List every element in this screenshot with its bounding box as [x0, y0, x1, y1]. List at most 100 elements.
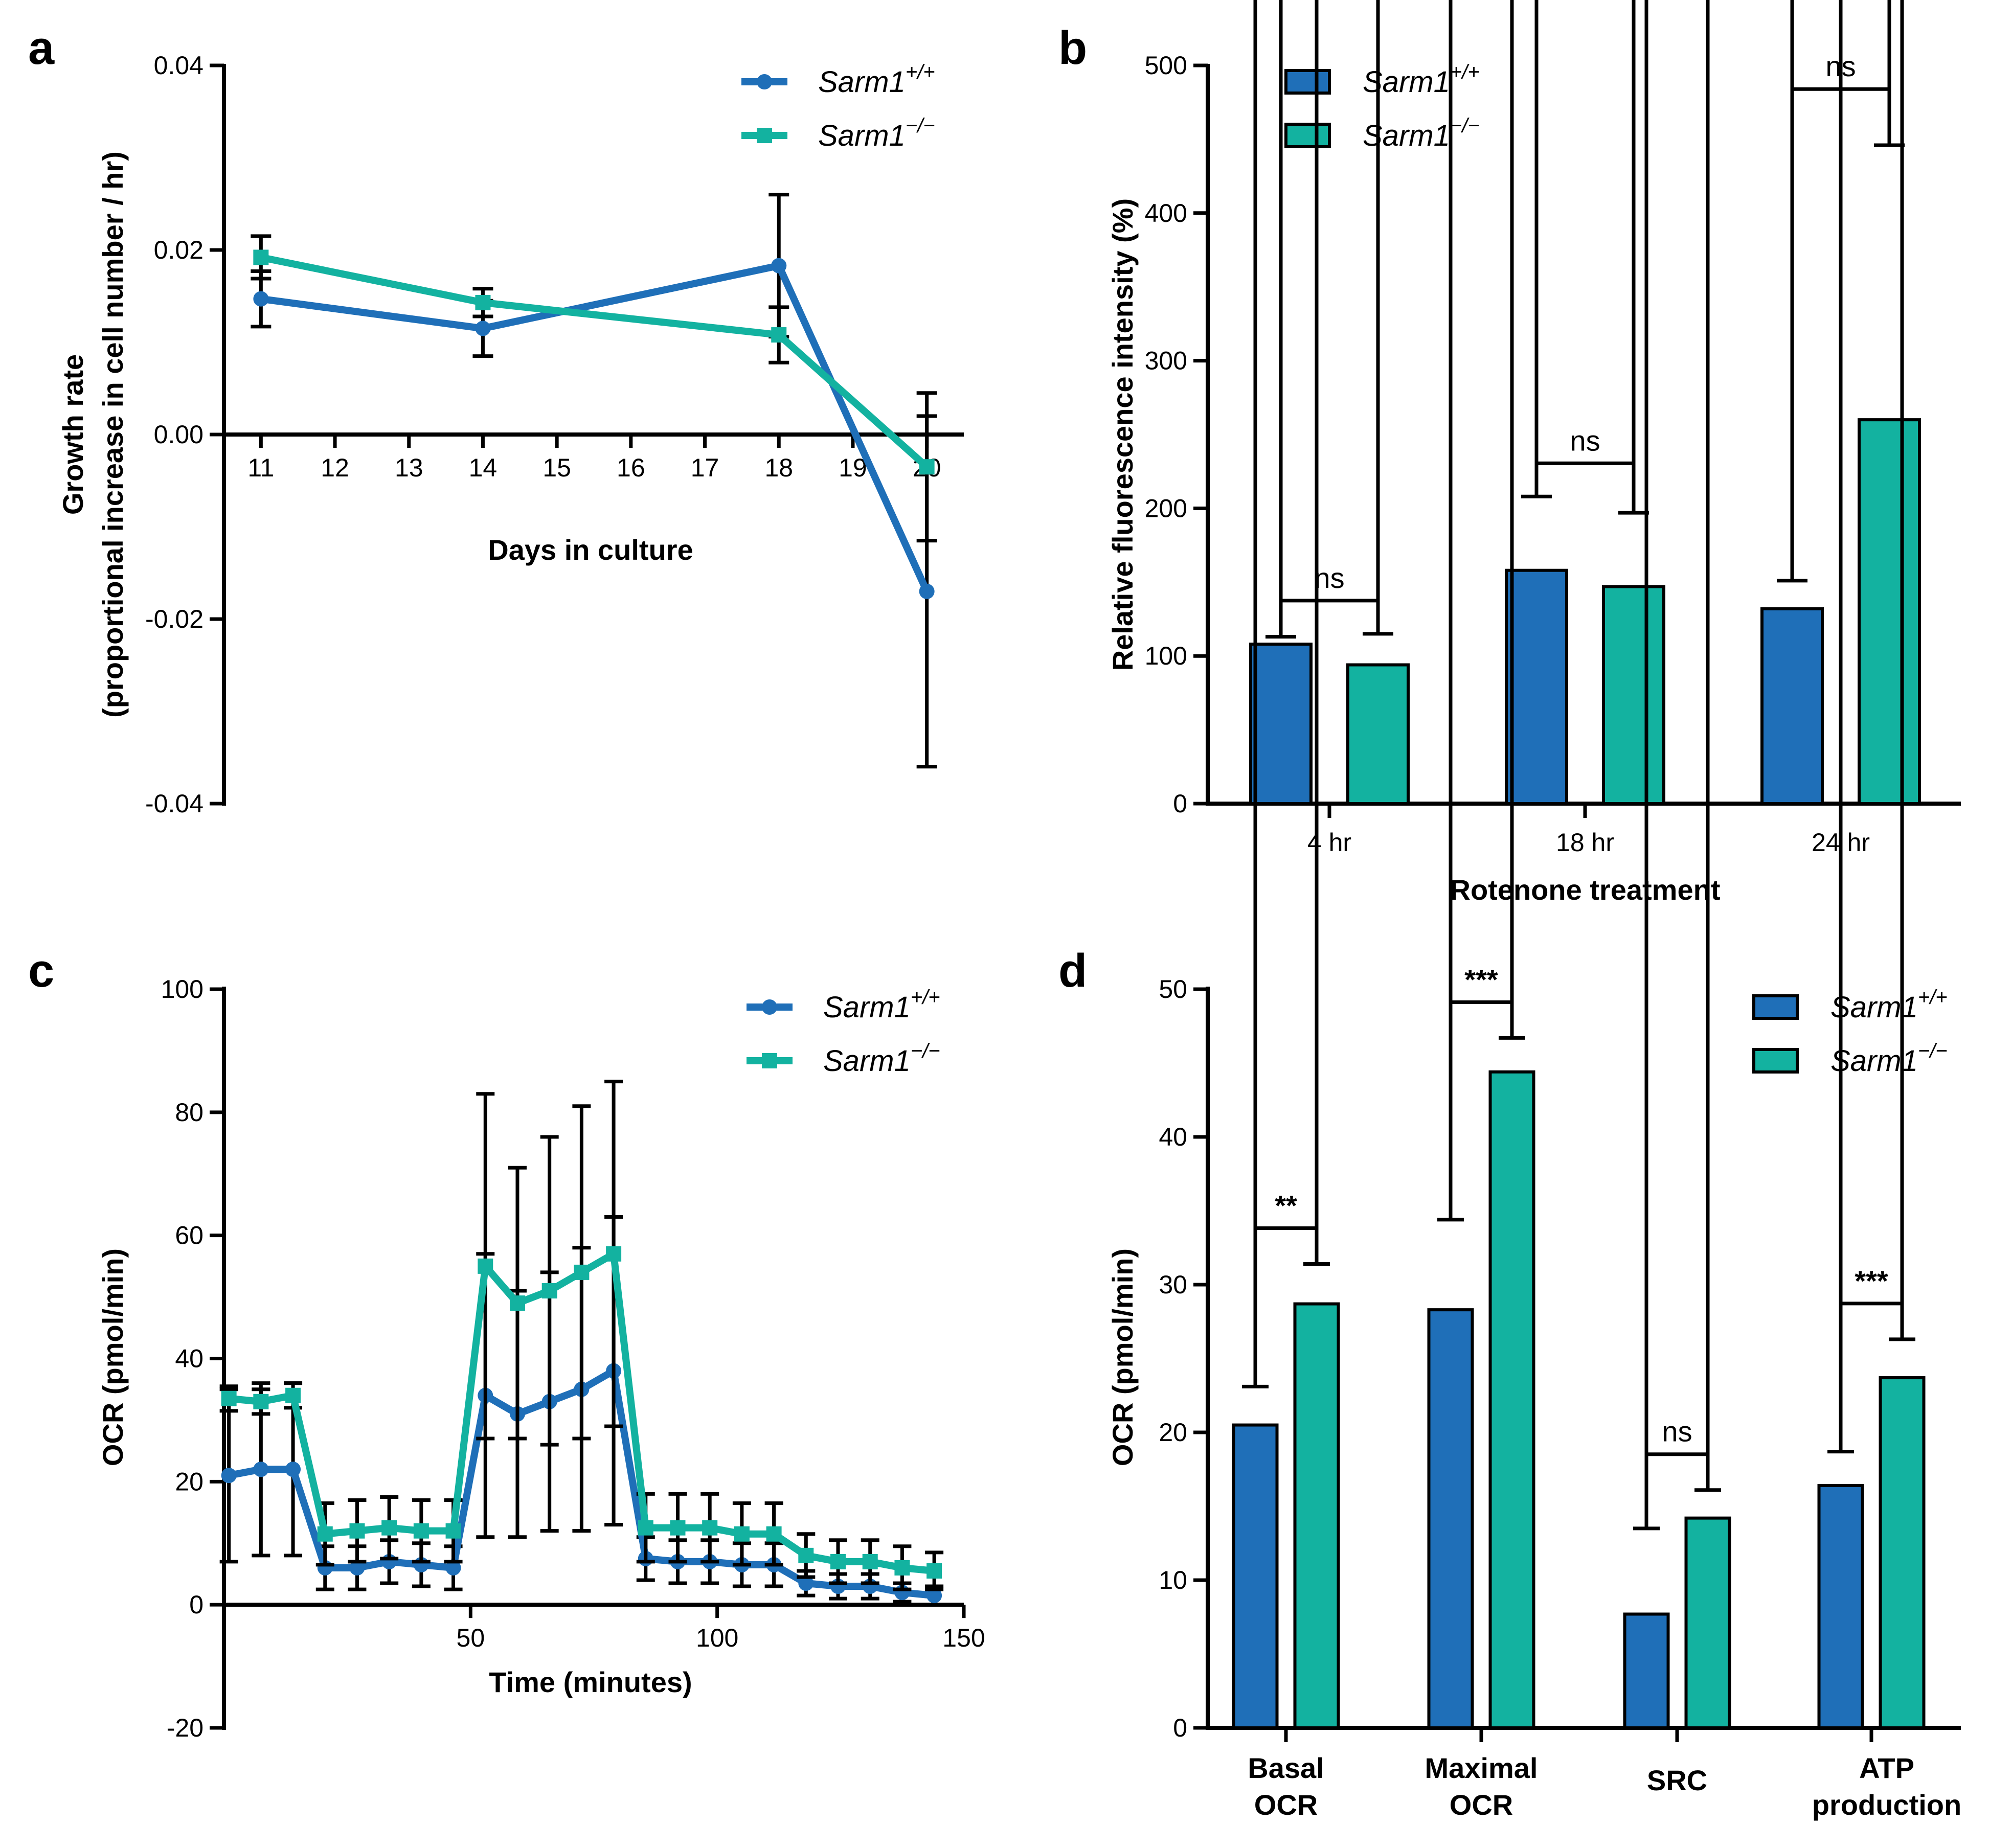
legend-swatch-ko [1752, 1048, 1799, 1074]
x-tick-label-a: 11 [247, 453, 274, 482]
x-tick-label-a: 17 [691, 453, 719, 482]
panel-d-ocr-bar-chart: d 0 10 20 30 40 50 OCR (pmol/min) Basal OCR ** Maxi… [1058, 0, 1961, 1821]
x-tick-label-c: 150 [942, 1624, 985, 1652]
legend-label-wt: Sarm1+/+ [823, 986, 940, 1024]
series-line-a-wt [260, 262, 931, 593]
bar-b-wt [1249, 643, 1313, 805]
bar-b-wt [1505, 568, 1568, 806]
y-tick-label-d: 50 [1159, 975, 1187, 1003]
significance-label-d: *** [1464, 963, 1498, 995]
data-point-c-wt [221, 1468, 237, 1484]
data-point-a-ko [771, 327, 787, 343]
panel-letter-b: b [1058, 22, 1087, 74]
legend-label-ko: Sarm1−/− [823, 1040, 940, 1078]
x-tick-label-a: 19 [839, 453, 867, 482]
data-point-a-ko [475, 294, 491, 310]
legend-marker-ko [762, 1053, 777, 1068]
bar-d-ko [1293, 1302, 1340, 1730]
data-point-a-wt [475, 321, 491, 336]
bar-d-wt [1623, 1612, 1670, 1729]
data-point-c-ko [926, 1563, 942, 1579]
y-tick-label-b: 400 [1145, 199, 1187, 227]
significance-label-d: ns [1662, 1416, 1692, 1448]
legend-marker-ko [757, 128, 772, 143]
data-point-c-wt [285, 1462, 301, 1477]
significance-label-d: *** [1855, 1265, 1888, 1297]
significance-bracket-b [1534, 461, 1636, 500]
y-tick-label-c: 60 [175, 1221, 204, 1250]
data-point-a-wt [919, 583, 935, 599]
legend-marker-wt [757, 74, 772, 89]
y-tick-label-d: 40 [1159, 1123, 1187, 1151]
bar-d-wt [1427, 1308, 1474, 1729]
bar-d-ko [1879, 1376, 1926, 1730]
y-tick-label-a: 0.04 [154, 51, 204, 80]
x-axis-title-c: Time (minutes) [489, 1666, 692, 1698]
data-point-c-ko [638, 1520, 653, 1536]
data-point-c-ko [894, 1560, 910, 1576]
y-tick-label-c: 100 [161, 975, 204, 1003]
data-point-c-ko [541, 1283, 557, 1299]
data-point-c-ko [381, 1520, 397, 1536]
y-tick-label-c: 80 [175, 1098, 204, 1127]
bar-b-wt [1760, 607, 1824, 806]
data-point-c-ko [702, 1520, 718, 1536]
data-point-c-wt [798, 1576, 814, 1591]
legend-swatch-wt [1752, 994, 1799, 1020]
panel-c-ocr-time-chart: c 100 80 60 40 20 0 -20 50 100 150 Time (minutes) OC… [28, 945, 985, 1742]
x-tick-label-d: OCR [1450, 1789, 1513, 1821]
data-point-c-ko [830, 1554, 846, 1569]
bar-d-ko [1684, 1516, 1731, 1730]
data-point-c-ko [734, 1526, 750, 1542]
y-axis-title-c: OCR (pmol/min) [97, 1248, 129, 1466]
y-tick-label-c: 0 [189, 1590, 204, 1619]
legend-label-ko: Sarm1−/− [1830, 1040, 1948, 1078]
legend-label-ko: Sarm1−/− [1363, 115, 1480, 152]
panel-letter-a: a [28, 22, 55, 74]
y-tick-label-b: 300 [1145, 347, 1187, 375]
bar-b-ko [1858, 418, 1921, 805]
data-point-c-ko [349, 1523, 365, 1539]
data-point-c-ko [317, 1526, 333, 1542]
y-tick-label-c: 20 [175, 1467, 204, 1496]
significance-bracket-d [1253, 1226, 1319, 1369]
x-tick-label-a: 16 [617, 453, 645, 482]
data-point-c-ko [862, 1554, 878, 1569]
data-point-c-wt [445, 1560, 461, 1576]
y-tick-label-b: 500 [1145, 51, 1187, 80]
legend-label-wt: Sarm1+/+ [1830, 986, 1948, 1024]
x-axis-title-a: Days in culture [488, 534, 693, 566]
y-axis-title-b: Relative fluorescence intensity (%) [1106, 198, 1139, 671]
y-axis-title-a-2: (proportional increase in cell number / … [97, 151, 129, 718]
x-tick-label-a: 12 [321, 453, 349, 482]
significance-bracket-d [1449, 1000, 1514, 1202]
x-tick-label-d: production [1812, 1789, 1961, 1821]
bar-d-wt [1232, 1423, 1279, 1730]
legend-label-wt: Sarm1+/+ [1363, 61, 1480, 99]
data-point-c-wt [253, 1462, 269, 1477]
x-axis-title-b: Rotenone treatment [1450, 874, 1721, 906]
data-point-a-ko [919, 459, 935, 475]
significance-label-d: ** [1275, 1190, 1297, 1222]
data-point-c-ko [478, 1258, 493, 1274]
legend-marker-wt [762, 999, 777, 1015]
panel-letter-d: d [1058, 945, 1087, 997]
x-tick-label-d: Maximal [1425, 1752, 1538, 1784]
y-tick-label-c: 40 [175, 1344, 204, 1373]
legend-label-ko: Sarm1−/− [818, 115, 935, 152]
y-tick-label-c: -20 [167, 1714, 204, 1742]
bar-d-wt [1817, 1484, 1864, 1730]
bar-b-ko [1602, 585, 1665, 805]
data-point-c-ko [253, 1394, 269, 1409]
x-tick-label-a: 15 [543, 453, 571, 482]
data-point-c-ko [413, 1523, 429, 1539]
data-point-c-ko [606, 1246, 622, 1262]
bar-b-ko [1346, 663, 1410, 805]
significance-bracket-d [1839, 1302, 1904, 1434]
panel-b-fluorescence-chart: b 0 100 200 300 400 500 Relative fluorescence i… [1058, 0, 1961, 906]
x-tick-label-a: 18 [764, 453, 793, 482]
x-tick-label-d: OCR [1254, 1789, 1318, 1821]
x-tick-label-b: 18 hr [1556, 828, 1614, 857]
data-point-c-ko [766, 1526, 782, 1542]
